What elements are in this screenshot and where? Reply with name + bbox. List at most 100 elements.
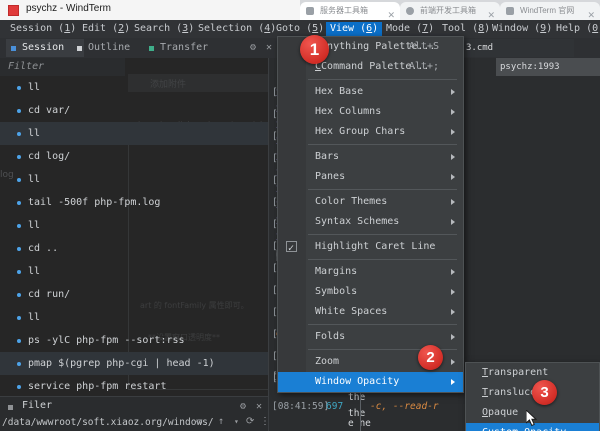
menu-search[interactable]: Search (3)	[134, 23, 195, 34]
tab-session[interactable]: Session	[6, 39, 84, 57]
list-item[interactable]: cd log/	[0, 145, 268, 168]
help-line: the	[348, 408, 366, 419]
path-input[interactable]: /data/wwwroot/soft.xiaoz.org/windows/	[2, 417, 214, 428]
chevron-right-icon	[451, 219, 455, 225]
menu-item-window-opacity[interactable]: Window Opacity	[278, 372, 463, 392]
filer-tab[interactable]: Filer	[8, 400, 52, 411]
menu-separator	[308, 79, 457, 80]
submenu-item-opaque[interactable]: Opaque	[482, 407, 519, 418]
log-divider	[360, 370, 361, 431]
menu-item-panes[interactable]: Panes	[278, 167, 463, 187]
menu-item-symbols[interactable]: Symbols	[278, 282, 463, 302]
tab-label: Transfer	[160, 42, 209, 53]
bullet-icon	[17, 293, 21, 297]
list-item[interactable]: ll	[0, 76, 268, 99]
list-item[interactable]: cd run/	[0, 283, 268, 306]
bullet-icon	[17, 224, 21, 228]
terminal-header: psychz:1993	[496, 58, 600, 76]
chevron-right-icon	[451, 289, 455, 295]
pane-divider	[268, 58, 269, 431]
filter-row[interactable]: Filter	[0, 58, 125, 76]
menu-item-hex-base[interactable]: Hex Base	[278, 82, 463, 102]
chevron-right-icon	[451, 174, 455, 180]
list-item[interactable]: cd ..	[0, 237, 268, 260]
menu-item-bars[interactable]: Bars	[278, 147, 463, 167]
list-item[interactable]: service php-fpm restart	[0, 375, 268, 396]
close-icon[interactable]: ✕	[387, 10, 395, 20]
windterm-icon	[8, 5, 19, 16]
menu-item-color-themes[interactable]: Color Themes	[278, 192, 463, 212]
menu-mode[interactable]: Mode (7)	[386, 23, 435, 34]
submenu-item-custom-opacity[interactable]: Custom Opacity...	[466, 423, 599, 431]
bullet-icon	[17, 385, 21, 389]
menu-window[interactable]: Window (9)	[492, 23, 553, 34]
menu-item-white-spaces[interactable]: White Spaces	[278, 302, 463, 322]
menu-separator	[308, 349, 457, 350]
menu-separator	[308, 144, 457, 145]
menu-item-hex-group-chars[interactable]: Hex Group Chars	[278, 122, 463, 142]
menu-goto[interactable]: Goto (5)	[276, 23, 325, 34]
gear-icon[interactable]: ⚙	[250, 42, 257, 53]
submenu-item-transparent[interactable]: Transparent	[482, 367, 549, 378]
list-item[interactable]: ll	[0, 168, 268, 191]
annotation-badge-1: 1	[300, 35, 329, 64]
mouse-cursor-icon	[526, 410, 538, 427]
menu-item-command-palette[interactable]: CCommand Palette... Alt+;	[278, 57, 463, 77]
list-item[interactable]: ps -ylC php-fpm --sort:rss	[0, 329, 268, 352]
bullet-icon	[17, 178, 21, 182]
gear-icon[interactable]: ⚙	[239, 401, 246, 412]
menu-item-highlight-caret-line[interactable]: Highlight Caret Line	[278, 237, 463, 259]
list-item[interactable]: ll	[0, 306, 268, 329]
help-line: e ne	[348, 418, 371, 429]
tab-label: Session	[22, 42, 65, 53]
submenu-item-translucent[interactable]: Translucent	[482, 387, 549, 398]
window-title: psychz - WindTerm	[26, 3, 112, 14]
command-history-list[interactable]: ll cd var/ ll cd log/ ll tail -500f php-…	[0, 76, 268, 396]
close-icon[interactable]: ✕	[587, 10, 595, 20]
list-item[interactable]: tail -500f php-fpm.log	[0, 191, 268, 214]
list-item[interactable]: cd var/	[0, 99, 268, 122]
menu-item-folds[interactable]: Folds	[278, 327, 463, 347]
menu-item-syntax-schemes[interactable]: Syntax Schemes	[278, 212, 463, 232]
ghost-tab-1[interactable]: 前端开发工具箱 ✕	[400, 2, 500, 20]
menu-view[interactable]: View (6)	[326, 22, 383, 36]
checkbox-checked-icon[interactable]	[286, 239, 297, 259]
bullet-icon	[17, 247, 21, 251]
clear-icon[interactable]: ⌫	[196, 417, 203, 428]
list-item[interactable]: pmap $(pgrep php-cgi | head -1)	[0, 352, 268, 375]
menu-selection[interactable]: Selection (4)	[198, 23, 277, 34]
menu-session[interactable]: Session (1)	[10, 23, 77, 34]
ghost-tab-2[interactable]: WindTerm 官网 ✕	[500, 2, 600, 20]
ghost-tab-0[interactable]: 服务器工具箱 ✕	[300, 2, 400, 20]
menu-item-zoom[interactable]: Zoom	[278, 352, 463, 372]
bullet-icon	[17, 270, 21, 274]
view-menu-dropdown[interactable]: AAnything Palette... Alt+S CCommand Pale…	[277, 36, 464, 393]
session-tab-cmd[interactable]: 3.cmd	[462, 39, 574, 57]
refresh-icon[interactable]: ⟳	[246, 416, 255, 427]
more-icon[interactable]: ⋮	[260, 416, 270, 427]
menu-edit[interactable]: Edit (2)	[82, 23, 131, 34]
tab-transfer[interactable]: Transfer	[144, 39, 224, 57]
list-item[interactable]: ll	[0, 260, 268, 283]
bullet-icon	[17, 362, 21, 366]
chevron-right-icon	[451, 154, 455, 160]
menu-gutter	[278, 37, 306, 392]
chevron-right-icon	[451, 379, 455, 385]
tab-outline[interactable]: Outline	[72, 39, 146, 57]
dropdown-icon[interactable]: ▾	[234, 417, 239, 426]
filer-tab-label: Filer	[22, 400, 53, 411]
session-dot-icon	[11, 46, 16, 51]
close-icon[interactable]: ✕	[266, 42, 273, 53]
filter-input[interactable]: Filter	[8, 61, 45, 72]
close-icon[interactable]: ✕	[255, 401, 262, 412]
list-item[interactable]: ll	[0, 214, 268, 237]
up-icon[interactable]: ↑	[218, 416, 225, 427]
close-icon[interactable]: ✕	[487, 10, 495, 20]
ghost-tab-label: WindTerm 官网	[520, 6, 575, 15]
menu-item-hex-columns[interactable]: Hex Columns	[278, 102, 463, 122]
menu-tool[interactable]: Tool (8)	[442, 23, 491, 34]
list-item[interactable]: ll	[0, 122, 268, 145]
menu-help[interactable]: Help (0)	[556, 23, 600, 34]
menu-item-margins[interactable]: Margins	[278, 262, 463, 282]
